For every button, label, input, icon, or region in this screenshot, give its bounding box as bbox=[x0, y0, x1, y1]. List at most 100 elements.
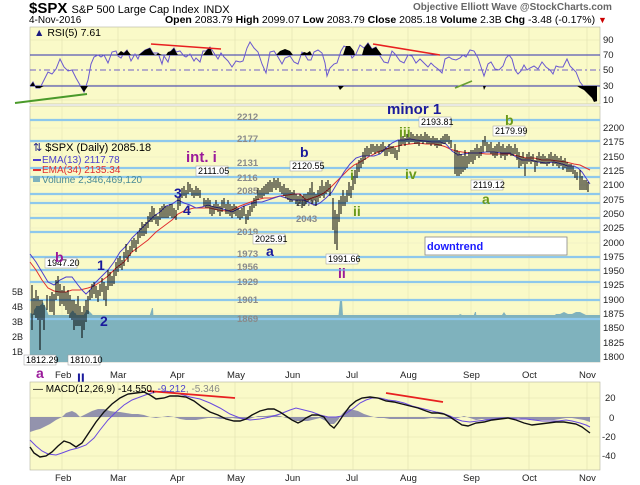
wave-label: 3 bbox=[174, 185, 182, 201]
level-label: 2131 bbox=[237, 158, 259, 169]
volume-bars bbox=[30, 300, 600, 362]
price-tick: 2200 bbox=[603, 123, 624, 134]
wave-label: i bbox=[350, 167, 354, 183]
price-tick: 2075 bbox=[603, 195, 624, 206]
price-tick: 1950 bbox=[603, 266, 624, 277]
exchange: INDX bbox=[203, 4, 230, 16]
legend-main: ⇅ $SPX (Daily) 2085.18 bbox=[33, 142, 151, 154]
credit-text: Objective Elliott Wave @StockCharts.com bbox=[413, 2, 612, 13]
wave-label: b bbox=[55, 249, 64, 265]
level-label: 2019 bbox=[237, 227, 258, 238]
wave-label: 2 bbox=[100, 313, 108, 329]
callout: 1810.10 bbox=[70, 355, 103, 365]
level-label: 2177 bbox=[237, 134, 258, 145]
price-tick: 2150 bbox=[603, 152, 624, 163]
volume-value: 2.3B bbox=[480, 14, 502, 26]
high-label: High bbox=[235, 14, 259, 26]
rsi-label: ▲ RSI(5) 7.61 bbox=[34, 27, 101, 39]
month-label: Mar bbox=[110, 473, 126, 484]
volume-label: Volume bbox=[440, 14, 478, 26]
month-label: Aug bbox=[400, 473, 417, 484]
callout: 2193.81 bbox=[421, 117, 454, 127]
price-tick: 2000 bbox=[603, 238, 624, 249]
wave-label: b bbox=[505, 112, 514, 128]
month-label: Nov bbox=[579, 370, 596, 381]
price-tick: 2050 bbox=[603, 209, 624, 220]
level-lines bbox=[30, 118, 600, 321]
level-label: 1901 bbox=[237, 295, 259, 306]
ohlc-summary: Open 2083.79 High 2099.07 Low 2083.79 Cl… bbox=[165, 14, 607, 26]
wave-label: b bbox=[300, 144, 309, 160]
price-tick: 1900 bbox=[603, 295, 624, 306]
callout: 2119.12 bbox=[473, 180, 505, 190]
volume-tick: 5B bbox=[12, 287, 23, 297]
month-label: Mar bbox=[110, 370, 126, 381]
wave-labels: int. i b 3 4 a 1 2 b a II i ii ii iii iv… bbox=[36, 101, 514, 386]
volume-tick: 1B bbox=[12, 347, 23, 357]
price-panel: 2212 2177 2131 2116 2085 2070 2043 2019 … bbox=[12, 101, 624, 386]
price-tick: 2100 bbox=[603, 180, 624, 191]
price-callouts: 2111.05 2120.55 2025.91 1991.66 2193.81 … bbox=[23, 116, 528, 366]
month-label: May bbox=[227, 370, 245, 381]
month-axis-top: Feb Mar Apr May Jun Jul Aug Sep Oct Nov bbox=[55, 370, 596, 381]
chart-date: 4-Nov-2016 bbox=[29, 15, 82, 26]
macd-tick: 0 bbox=[609, 413, 614, 424]
volume-axis: 5B 4B 3B 2B 1B bbox=[12, 287, 23, 357]
level-label: 2070 bbox=[296, 198, 317, 209]
month-label: Apr bbox=[170, 473, 185, 484]
month-label: Aug bbox=[400, 370, 417, 381]
chart-header: $SPX S&P 500 Large Cap Index INDX 4-Nov-… bbox=[0, 0, 640, 26]
callout: 1991.66 bbox=[328, 254, 361, 264]
index-name: S&P 500 Large Cap Index bbox=[71, 4, 200, 16]
price-tick: 1850 bbox=[603, 323, 624, 334]
wave-label: iii bbox=[399, 124, 411, 140]
level-label: 1973 bbox=[237, 249, 258, 260]
wave-label: a bbox=[266, 243, 274, 259]
wave-label: ii bbox=[338, 265, 346, 281]
open-label: Open bbox=[165, 14, 192, 26]
wave-label: a bbox=[36, 365, 44, 381]
price-tick: 1800 bbox=[603, 352, 624, 363]
volume-tick: 4B bbox=[12, 302, 23, 312]
callout: 2025.91 bbox=[255, 234, 288, 244]
rsi-tick: 70 bbox=[603, 50, 614, 61]
price-bars bbox=[31, 132, 589, 350]
rsi-panel: ▲ RSI(5) 7.61 90 70 50 30 10 bbox=[14, 26, 614, 106]
month-label: Nov bbox=[579, 473, 596, 484]
level-label: 2212 bbox=[237, 112, 258, 123]
rsi-tick: 30 bbox=[603, 81, 614, 92]
level-label: 1956 bbox=[237, 262, 258, 273]
wave-label: 1 bbox=[97, 257, 105, 273]
wave-label: iv bbox=[405, 166, 417, 182]
month-label: Jun bbox=[285, 473, 300, 484]
volume-tick: 3B bbox=[12, 317, 23, 327]
wave-label: 4 bbox=[183, 202, 191, 218]
month-label: Sep bbox=[463, 370, 480, 381]
low-label: Low bbox=[302, 14, 324, 26]
month-axis-bottom: Feb Mar Apr May Jun Jul Aug Sep Oct Nov bbox=[55, 473, 596, 484]
month-label: Oct bbox=[522, 473, 537, 484]
high-value: 2099.07 bbox=[261, 14, 300, 26]
chart-title: $SPX S&P 500 Large Cap Index INDX bbox=[29, 0, 230, 17]
close-label: Close bbox=[367, 14, 397, 26]
low-value: 2083.79 bbox=[326, 14, 365, 26]
level-label: 2116 bbox=[237, 173, 258, 184]
month-label: Feb bbox=[55, 473, 71, 484]
macd-label: — MACD(12,26,9) -14.550, -9.212, -5.346 bbox=[33, 384, 220, 395]
price-tick: 2125 bbox=[603, 166, 624, 177]
wave-label: a bbox=[482, 191, 490, 207]
down-arrow-icon: ▼ bbox=[598, 15, 607, 25]
rsi-tick: 50 bbox=[603, 65, 614, 76]
level-label: 1869 bbox=[237, 314, 258, 325]
rsi-tick: 10 bbox=[603, 95, 614, 106]
legend-volume: Volume 2,346,469,120 bbox=[42, 175, 143, 186]
month-label: Apr bbox=[170, 370, 185, 381]
callout: 2179.99 bbox=[495, 126, 528, 136]
callout: 1947.20 bbox=[47, 258, 80, 268]
macd-panel: — MACD(12,26,9) -14.550, -9.212, -5.346 … bbox=[29, 381, 616, 471]
legend-ema13: EMA(13) 2117.78 bbox=[42, 155, 120, 166]
month-label: Jul bbox=[346, 473, 358, 484]
month-label: Oct bbox=[522, 370, 537, 381]
price-tick: 1925 bbox=[603, 280, 624, 291]
price-axis: 2200 2175 2150 2125 2100 2075 2050 2025 … bbox=[603, 123, 624, 363]
